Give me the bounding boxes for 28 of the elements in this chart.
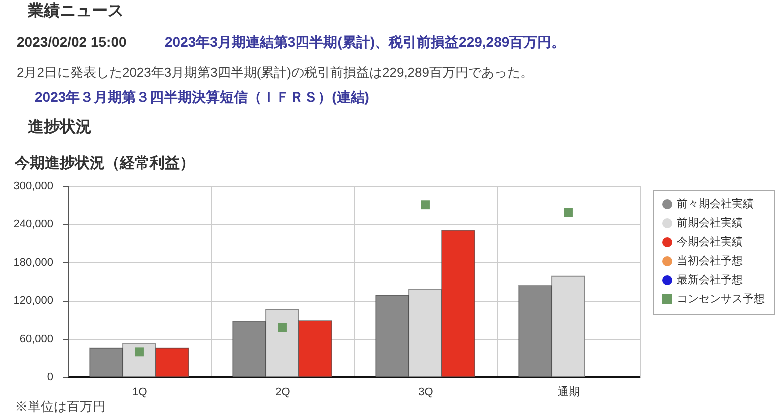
x-tick-label: 1Q xyxy=(132,386,148,398)
text: 2023年3月期連結第3四半期(累計)、税引前損益229,289百万円。 xyxy=(165,34,566,50)
y-tick-label: 0 xyxy=(47,372,54,384)
y-tick-label: 120,000 xyxy=(14,295,54,308)
x-tick-label: 2Q xyxy=(276,386,291,398)
chart-title: 今期進捗状況（経常利益） xyxy=(14,155,195,172)
x-tick-label: 通期 xyxy=(558,386,580,398)
legend-label: 前期会社実績 xyxy=(677,216,743,230)
y-tick-label: 60,000 xyxy=(20,333,54,346)
y-tick-label: 300,000 xyxy=(14,180,54,192)
text: 2023/02/02 15:00 xyxy=(17,34,127,50)
point xyxy=(135,348,144,357)
point xyxy=(564,208,573,218)
text: 2月2日に発表した2023年3月期第3四半期(累計)の税引前損益は229,289百万円であった。 xyxy=(17,65,534,80)
y-tick-label: 240,000 xyxy=(14,218,54,231)
legend-label: 最新会社予想 xyxy=(677,274,743,286)
text: 業績ニュース xyxy=(27,2,124,20)
x-tick-label: 3Q xyxy=(418,386,434,398)
y-tick-label: 180,000 xyxy=(14,256,54,269)
text: 2023年３月期第３四半期決算短信（ＩＦＲＳ）(連結) xyxy=(35,89,370,105)
text: 進捗状況 xyxy=(27,118,92,136)
legend-label: 今期会社実績 xyxy=(677,236,743,248)
point xyxy=(421,200,430,210)
legend-label: 前々期会社実績 xyxy=(677,198,754,210)
legend-label: コンセンサス予想 xyxy=(677,292,765,306)
point xyxy=(278,324,287,332)
legend-label: 当初会社予想 xyxy=(677,254,743,268)
text: ※単位は百万円 xyxy=(15,399,106,414)
